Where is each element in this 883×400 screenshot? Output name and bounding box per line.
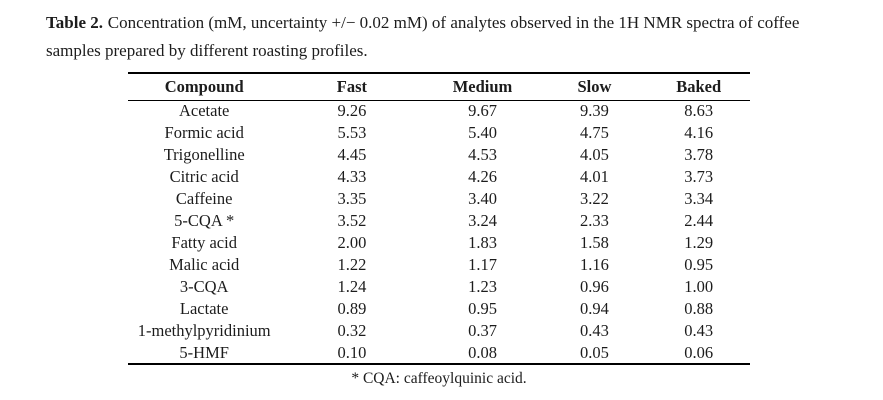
table-row: Fatty acid 2.00 1.83 1.58 1.29 [128, 232, 750, 254]
table-row: 3-CQA 1.24 1.23 0.96 1.00 [128, 276, 750, 298]
table-row: Caffeine 3.35 3.40 3.22 3.34 [128, 188, 750, 210]
value-cell: 5.40 [468, 123, 497, 142]
value-cell: 5.53 [337, 123, 367, 142]
value-cell: 1.83 [468, 233, 497, 252]
compound-cell: 3-CQA [179, 277, 229, 296]
value-cell: 3.52 [337, 211, 367, 230]
value-cell: 4.16 [684, 123, 714, 142]
value-cell: 3.35 [337, 189, 367, 208]
value-cell: 0.32 [337, 321, 367, 340]
value-cell: 8.63 [684, 101, 714, 121]
value-cell: 4.05 [580, 145, 609, 164]
compound-cell: Trigonelline [163, 145, 245, 164]
value-cell: 0.08 [468, 342, 497, 362]
table-row: 1-methylpyridinium 0.32 0.37 0.43 0.43 [128, 320, 750, 342]
value-cell: 0.06 [684, 342, 714, 362]
compound-cell: Fatty acid [171, 233, 237, 252]
data-table: Compound Fast Medium Slow Baked Acetate … [128, 72, 750, 365]
value-cell: 0.37 [468, 321, 497, 340]
column-header-medium: Medium [423, 73, 542, 101]
column-header-fast: Fast [280, 73, 424, 101]
compound-cell: Malic acid [169, 255, 240, 274]
value-cell: 0.96 [580, 277, 609, 296]
table-row: Malic acid 1.22 1.17 1.16 0.95 [128, 254, 750, 276]
value-cell: 3.78 [684, 145, 714, 164]
value-cell: 1.24 [337, 277, 367, 296]
compound-cell: Lactate [179, 299, 229, 318]
compound-cell: Acetate [178, 101, 230, 121]
value-cell: 4.26 [468, 167, 497, 186]
compound-cell: 5-HMF [179, 342, 229, 362]
value-cell: 1.00 [684, 277, 714, 296]
table-row: Trigonelline 4.45 4.53 4.05 3.78 [128, 144, 750, 166]
value-cell: 0.94 [580, 299, 609, 318]
value-cell: 3.24 [468, 211, 497, 230]
value-cell: 3.40 [468, 189, 497, 208]
compound-cell: Formic acid [164, 123, 244, 142]
column-header-compound: Compound [128, 73, 281, 101]
value-cell: 1.58 [580, 233, 609, 252]
column-header-baked: Baked [647, 73, 750, 101]
value-cell: 1.16 [580, 255, 609, 274]
value-cell: 4.53 [468, 145, 497, 164]
table-footnote: * CQA: caffeoylquinic acid. [351, 370, 527, 387]
value-cell: 0.10 [337, 342, 367, 362]
value-cell: 0.89 [337, 299, 367, 318]
value-cell: 2.00 [337, 233, 367, 252]
value-cell: 4.01 [580, 167, 609, 186]
table-row: 5-HMF 0.10 0.08 0.05 0.06 [128, 342, 750, 364]
table-row: Formic acid 5.53 5.40 4.75 4.16 [128, 122, 750, 144]
value-cell: 0.43 [580, 321, 609, 340]
table-row: Acetate 9.26 9.67 9.39 8.63 [128, 100, 750, 122]
value-cell: 0.95 [468, 299, 497, 318]
value-cell: 0.43 [684, 321, 714, 340]
table-caption-label: Table 2. [46, 13, 104, 32]
table-header: Compound Fast Medium Slow Baked [128, 73, 750, 101]
value-cell: 1.29 [684, 233, 714, 252]
table-row: 5-CQA * 3.52 3.24 2.33 2.44 [128, 210, 750, 232]
column-header-slow: Slow [541, 73, 648, 101]
value-cell: 4.75 [580, 123, 609, 142]
value-cell: 0.95 [684, 255, 714, 274]
value-cell: 3.34 [684, 189, 714, 208]
value-cell: 1.23 [468, 277, 497, 296]
value-cell: 2.33 [580, 211, 609, 230]
table-caption: Table 2. Concentration (mM, uncertainty +… [46, 9, 858, 65]
value-cell: 1.17 [468, 255, 497, 274]
table-container: Compound Fast Medium Slow Baked Acetate … [128, 72, 750, 388]
compound-cell: 5-CQA * [174, 211, 235, 230]
value-cell: 3.73 [684, 167, 714, 186]
compound-cell: Citric acid [169, 167, 239, 186]
table-caption-text: Concentration (mM, uncertainty +/− 0.02 … [46, 13, 800, 60]
compound-cell: 1-methylpyridinium [137, 321, 271, 340]
value-cell: 9.67 [468, 101, 497, 121]
value-cell: 4.33 [337, 167, 367, 186]
compound-cell: Caffeine [175, 189, 233, 208]
value-cell: 1.22 [337, 255, 367, 274]
table-body: Acetate 9.26 9.67 9.39 8.63 Formic acid … [128, 100, 750, 364]
value-cell: 9.26 [337, 101, 367, 121]
value-cell: 4.45 [337, 145, 367, 164]
table-row: Citric acid 4.33 4.26 4.01 3.73 [128, 166, 750, 188]
value-cell: 3.22 [580, 189, 609, 208]
table-row: Lactate 0.89 0.95 0.94 0.88 [128, 298, 750, 320]
value-cell: 0.88 [684, 299, 714, 318]
header-row: Compound Fast Medium Slow Baked [128, 73, 750, 101]
value-cell: 0.05 [580, 342, 609, 362]
value-cell: 2.44 [684, 211, 714, 230]
value-cell: 9.39 [580, 101, 609, 121]
